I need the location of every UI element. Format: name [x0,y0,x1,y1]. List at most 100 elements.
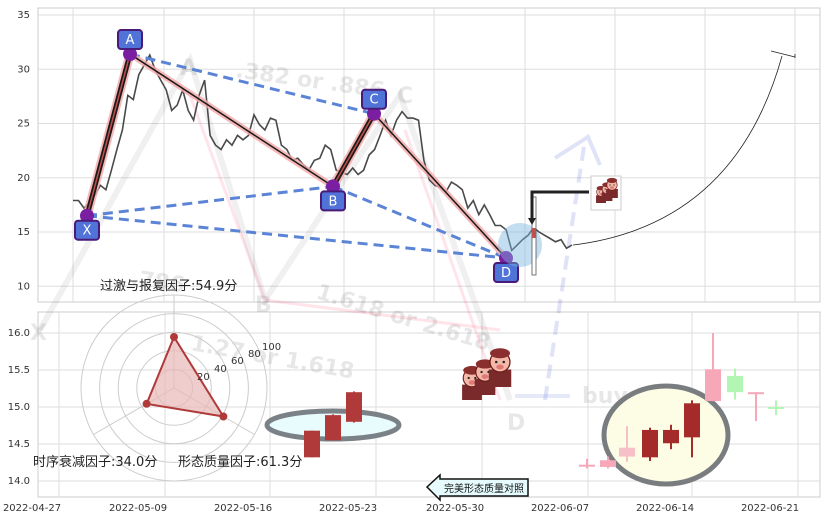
bottom-y-tick-label: 15.5 [8,365,30,376]
top-y-tick-label: 25 [17,119,30,130]
radar-ring-label: 40 [214,364,227,375]
x-tick-label: 2022-05-23 [319,503,377,514]
candle-body [346,392,362,422]
top-y-tick-label: 10 [17,281,30,292]
pattern-label-x: X [83,224,92,239]
pattern-point [123,47,137,62]
candle-body [619,447,635,457]
pattern-leg [373,113,507,259]
pig-group-icon [462,348,512,400]
radar-axis-label: 时序衰减因子:34.0分 [33,454,157,470]
bottom-y-tick-label: 16.0 [8,328,30,339]
watermark-pattern-line [37,52,513,402]
signal-bar-fill [532,228,536,238]
candle-body [748,392,764,395]
callout-arrow-head [528,218,536,225]
pattern-point [326,179,340,194]
radar-point [219,412,228,421]
candle-body [684,403,700,438]
watermark-pink-line [188,94,501,332]
x-tick-label: 2022-05-09 [109,503,167,514]
radar-point [142,399,151,408]
radar-area [145,334,226,418]
radar-ring-label: 60 [231,356,244,367]
watermark-letter-d: D [507,411,525,436]
candle-body [579,464,595,467]
pig-eye [598,191,600,193]
pig-hat [606,177,618,184]
pattern-dashed-line [86,184,334,218]
pig-eye [474,376,477,380]
pig-eye [609,184,611,186]
pattern-label-box [493,262,519,284]
x-tick-label: 2022-05-30 [426,503,484,514]
pig-eye [467,376,470,380]
pig-figure [606,177,618,198]
top-y-tick-label: 35 [17,10,30,21]
highlight-circle [498,223,542,267]
top-panel-frame [37,7,821,303]
pattern-leg-core [332,113,375,187]
pattern-point [367,106,381,121]
pattern-label-a: A [126,33,135,48]
quality-compare-label[interactable]: 完美形态质量对照 [444,482,524,495]
watermark-letter-b: B [255,293,272,318]
candle-body [768,407,784,409]
pig-eye [480,370,483,374]
x-tick-label: 2022-06-14 [636,503,694,514]
pattern-leg [129,53,334,188]
pig-snout [496,364,504,370]
pig-eye [495,360,498,364]
top-y-tick-label: 20 [17,173,30,184]
pig-body [606,188,618,198]
pig-body [488,369,512,387]
watermark-pink-line [403,129,502,401]
x-tick-label: 2022-06-07 [531,503,589,514]
candle-body [705,369,721,402]
pig-eye [604,188,606,190]
pig-snout [610,186,614,189]
candle-body [600,460,616,467]
top-y-tick-label: 30 [17,64,30,75]
pig-icon [596,177,618,203]
pig-eye [613,184,615,186]
projection-arc-cap [770,50,796,58]
radar-point [170,332,178,341]
bottom-panel-frame [37,311,821,498]
pig-snout [481,374,489,379]
radar-ring-label: 20 [197,372,210,383]
radar-ring-label: 100 [262,342,281,353]
pattern-label-box [117,29,143,51]
left-arrow-icon[interactable] [425,473,529,502]
pig-figure [488,348,512,387]
pattern-label-box [74,219,100,241]
candle-body [727,375,743,393]
candle-body [325,415,341,441]
pattern-label-d: D [501,266,511,281]
pattern-label-c: C [369,93,378,108]
pig-hat [490,348,510,359]
watermark-letter-a: A [180,56,197,81]
pattern-point [80,208,94,223]
radar-axis-label: 形态质量因子:61.3分 [178,455,302,470]
bottom-y-tick-label: 14.0 [8,476,30,487]
pig-eye [502,360,505,364]
pattern-label-box [320,190,346,212]
quality-compare-button[interactable]: 完美形态质量对照 [425,473,529,502]
x-tick-label: 2022-06-21 [741,503,799,514]
watermark-ratio-cd: 1.27 or 1.618 [189,331,356,384]
pattern-label-box [361,88,387,110]
candle-body [642,429,658,458]
pig-body [596,195,606,203]
radar-axis-label: 过激与报复因子:54.9分 [100,279,237,294]
pig-snout [468,380,476,385]
bottom-y-tick-label: 15.0 [8,402,30,413]
pattern-leg-core [86,53,131,216]
x-tick-label: 2022-05-16 [214,503,272,514]
x-tick-label: 2022-04-27 [3,503,61,514]
bottom-y-tick-label: 14.5 [8,439,30,450]
pattern-point [499,251,513,266]
candle-body [663,429,679,444]
